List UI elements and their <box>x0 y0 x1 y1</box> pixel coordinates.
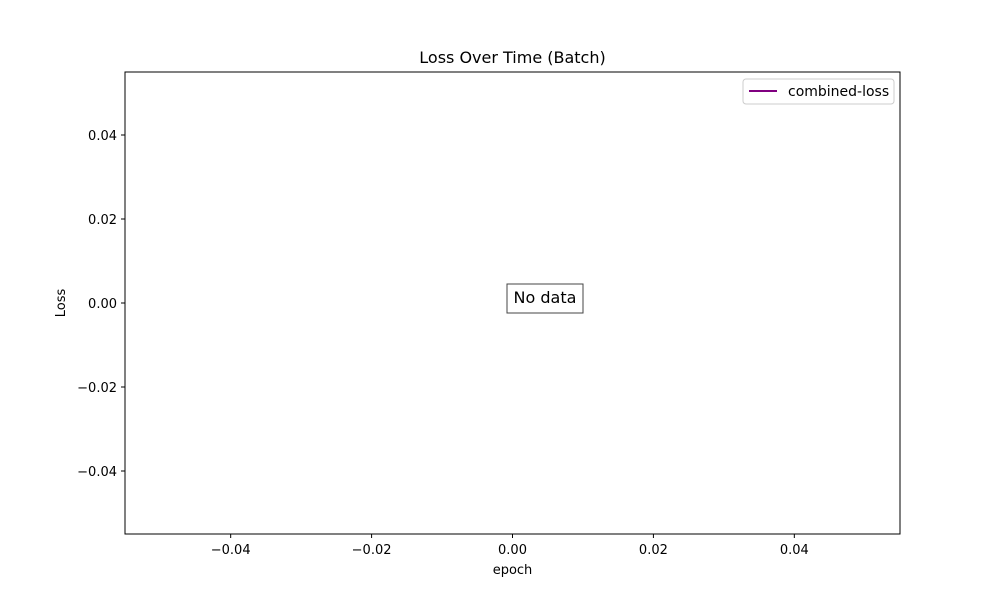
y-tick-label: −0.04 <box>77 465 117 480</box>
y-tick-label: 0.02 <box>88 213 117 228</box>
y-tick-label: 0.04 <box>88 129 117 144</box>
chart-title: Loss Over Time (Batch) <box>419 48 605 67</box>
x-tick-label: −0.04 <box>211 543 251 558</box>
annotation-text: No data <box>514 288 577 307</box>
no-data-annotation: No data <box>506 283 584 314</box>
legend-box <box>742 78 895 105</box>
x-tick-label: 0.02 <box>639 543 668 558</box>
y-tick-label: 0.00 <box>88 297 117 312</box>
x-tick-label: 0.04 <box>780 543 809 558</box>
x-tick-label: −0.02 <box>352 543 392 558</box>
y-axis-label: Loss <box>54 289 69 318</box>
x-axis-ticks: −0.04 −0.02 0.00 0.02 0.04 <box>211 534 809 558</box>
annotation-box <box>506 283 584 314</box>
legend: combined-loss <box>742 78 895 105</box>
x-axis-label: epoch <box>493 563 533 578</box>
y-axis-ticks: −0.04 −0.02 0.00 0.02 0.04 <box>77 129 125 480</box>
x-tick-label: 0.00 <box>498 543 527 558</box>
y-tick-label: −0.02 <box>77 381 117 396</box>
legend-label: combined-loss <box>788 84 889 100</box>
